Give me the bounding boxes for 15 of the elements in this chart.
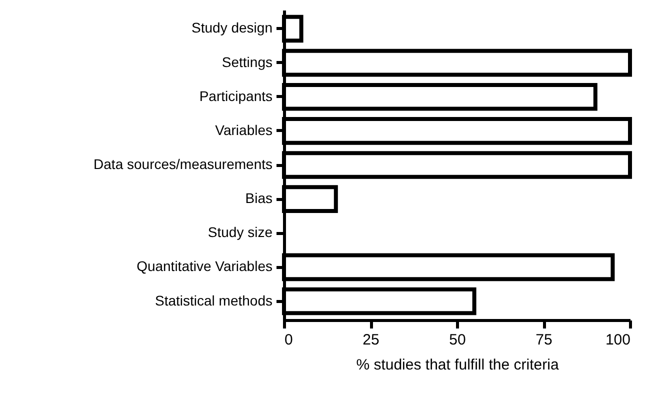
- y-tick-label: Bias: [245, 190, 272, 206]
- y-tick-label: Statistical methods: [155, 292, 272, 308]
- y-tick-label: Data sources/measurements: [94, 156, 272, 172]
- y-tick-label: Study design: [192, 20, 272, 36]
- x-tick-label: 50: [449, 332, 466, 348]
- y-tick-label: Participants: [199, 88, 272, 104]
- y-tick-label: Variables: [215, 122, 272, 138]
- y-tick-label: Study size: [208, 224, 273, 240]
- y-tick-label: Settings: [222, 54, 272, 70]
- x-axis-title: % studies that fulfill the criteria: [356, 356, 560, 374]
- x-tick-label: 0: [284, 332, 293, 348]
- y-tick-label: Quantitative Variables: [136, 258, 272, 274]
- x-tick-label: 100: [605, 332, 630, 348]
- x-tick-label: 75: [536, 332, 552, 348]
- x-tick-label: 25: [362, 332, 380, 348]
